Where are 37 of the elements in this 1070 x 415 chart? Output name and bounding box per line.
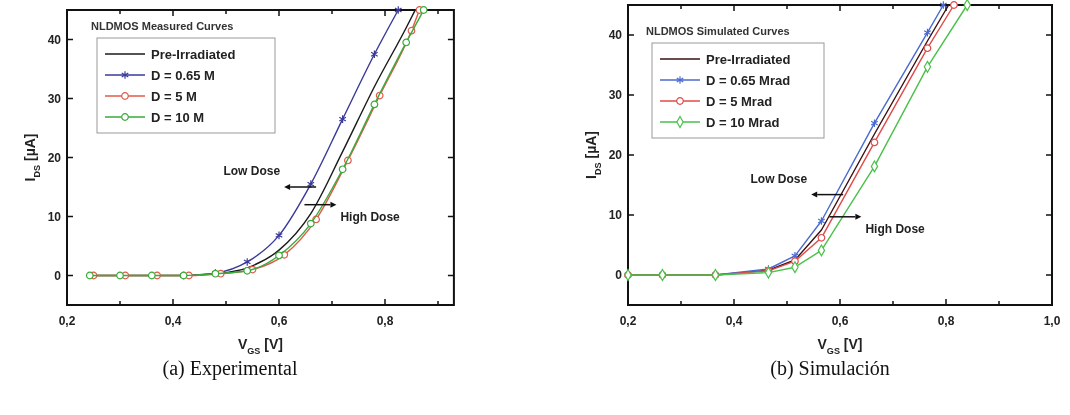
annotation: Low Dose — [223, 164, 281, 178]
y-tick-label: 0 — [615, 268, 623, 282]
text: (a) Experimental — [162, 357, 298, 380]
legend-label: D = 10 Mrad — [706, 115, 780, 130]
x-tick-label: 0,4 — [725, 314, 743, 328]
annotation: Low Dose — [750, 171, 808, 186]
legend-title: NLDMOS Simulated Curves — [646, 25, 790, 37]
legend-label: D = 10 M — [151, 110, 205, 125]
y-tick-label: 10 — [608, 208, 623, 222]
x-tick-label: 1,0 — [1043, 314, 1061, 328]
legend-label: D = 0.65 Mrad — [706, 73, 791, 88]
annotation: High Dose — [340, 209, 401, 224]
y-tick-label: 20 — [47, 150, 62, 165]
x-tick-label: 0,6 — [831, 314, 849, 328]
x-tick-label: 0,8 — [937, 314, 955, 328]
legend-label: D = 0.65 M — [151, 68, 215, 83]
x-axis-title: V$_{GS}$ [V] — [237, 336, 283, 356]
x-tick-label: 0,4 — [164, 314, 182, 328]
legend-label: Pre-Irradiated — [706, 52, 791, 67]
text: (b) Simulación — [770, 357, 890, 380]
y-tick-label: 10 — [47, 209, 62, 224]
x-axis-title: V$_{GS}$ [V] — [817, 336, 863, 356]
legend-title: NLDMOS Measured Curves — [91, 20, 234, 32]
x-tick-label: 0,6 — [270, 314, 288, 328]
y-tick-label: 30 — [47, 91, 62, 106]
y-tick-label: 40 — [608, 28, 623, 42]
y-tick-label: 20 — [608, 148, 623, 162]
y-tick-label: 40 — [47, 32, 62, 47]
legend-label: Pre-Irradiated — [151, 47, 236, 62]
x-tick-label: 0,2 — [619, 314, 637, 328]
y-tick-label: 30 — [608, 88, 623, 102]
x-tick-label: 0,8 — [376, 314, 394, 328]
legend-label: D = 5 M — [151, 89, 197, 104]
x-tick-label: 0,2 — [58, 314, 76, 328]
y-tick-label: 0 — [54, 268, 62, 283]
annotation: High Dose — [865, 221, 926, 236]
legend-label: D = 5 Mrad — [706, 94, 773, 109]
